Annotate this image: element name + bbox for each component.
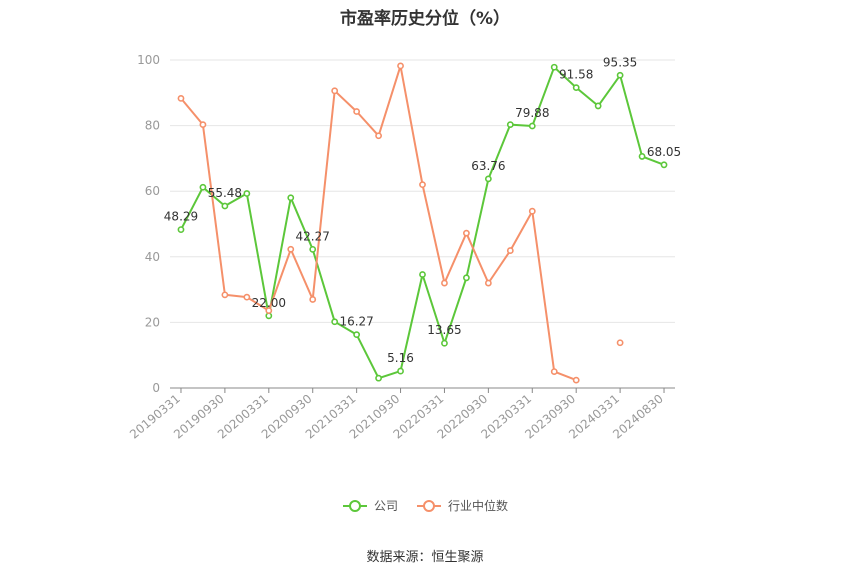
series-1-point (616, 339, 624, 347)
series-1-point (506, 247, 514, 254)
series-0-point (550, 63, 558, 71)
data-label: 79.88 (515, 106, 549, 120)
series-1-point (221, 291, 229, 299)
series-0-point (638, 153, 646, 160)
series-0-point (331, 318, 339, 326)
series-1-point (353, 108, 361, 115)
data-label: 5.16 (387, 351, 414, 365)
series-1-point (199, 121, 207, 129)
series-0-point (177, 226, 185, 234)
series-1-point (309, 296, 317, 303)
chart-title: 市盈率历史分位（%） (339, 9, 511, 29)
series-1-point (243, 293, 251, 301)
series-1-point (177, 94, 185, 102)
y-tick-label: 100 (137, 53, 160, 67)
series-0-point (594, 102, 602, 110)
data-label: 48.29 (164, 210, 198, 224)
legend-company-marker (342, 499, 367, 512)
series-1-point (375, 132, 382, 140)
series-1-point (419, 181, 426, 189)
y-tick-label: 20 (145, 315, 160, 329)
series-1-point (572, 376, 580, 384)
series-0-point (419, 271, 426, 278)
series-0-point (221, 202, 229, 210)
series-0-point (463, 274, 470, 282)
series-line-1 (181, 66, 620, 380)
y-tick-label: 80 (145, 119, 160, 133)
series-0-point (484, 175, 492, 183)
series-1-point (265, 307, 273, 314)
series-0-point (375, 374, 382, 382)
series-0-point (660, 161, 668, 169)
data-source: 数据来源：恒生聚源 (366, 550, 484, 565)
legend-item-company[interactable]: 公司 (342, 497, 398, 514)
data-label: 68.05 (647, 145, 681, 159)
series-0-point (397, 367, 404, 375)
series-0-point (309, 245, 317, 253)
series-0-point (506, 121, 514, 129)
data-label: 91.58 (559, 68, 593, 82)
series-1-point (331, 87, 339, 95)
series-1-point (528, 207, 536, 215)
legend: 公司 行业中位数 (0, 497, 850, 514)
series-0-point (265, 312, 273, 320)
series-0-point (287, 194, 295, 202)
series-0-point (616, 71, 624, 79)
legend-industry-marker (417, 499, 441, 512)
axis-layer: 0204060801002019033120190930202003312020… (127, 53, 675, 442)
series-0-point (441, 339, 448, 347)
label-layer: 48.29 55.48 22.00 42.27 16.27 5.16 13.65 63.76 7… (164, 55, 681, 365)
series-1-point (287, 245, 295, 253)
series-1-point (550, 368, 558, 375)
series-1-point (484, 279, 492, 287)
grid-layer (170, 59, 675, 323)
legend-industry-label: 行业中位数 (448, 499, 509, 513)
data-label: 13.65 (427, 323, 461, 337)
y-tick-label: 60 (145, 184, 160, 198)
legend-company-label: 公司 (373, 499, 398, 513)
legend-item-industry-median[interactable]: 行业中位数 (416, 497, 508, 514)
y-tick-label: 0 (152, 381, 160, 395)
series-0-point (243, 190, 251, 197)
series-0-point (353, 331, 361, 339)
series-1-point (441, 279, 448, 287)
series-0-point (199, 183, 207, 191)
series-1-point (397, 62, 404, 70)
data-label: 16.27 (339, 315, 373, 329)
series-line-0 (180, 66, 665, 380)
data-label: 55.48 (208, 186, 242, 200)
series-0-point (528, 122, 536, 130)
series-layer (177, 62, 668, 384)
series-1-point (463, 229, 470, 237)
data-label: 95.35 (603, 55, 637, 69)
data-label: 63.76 (471, 159, 505, 173)
y-tick-label: 40 (145, 250, 160, 264)
data-label: 42.27 (296, 229, 330, 243)
series-0-point (572, 84, 580, 92)
data-label: 22.00 (252, 296, 286, 310)
